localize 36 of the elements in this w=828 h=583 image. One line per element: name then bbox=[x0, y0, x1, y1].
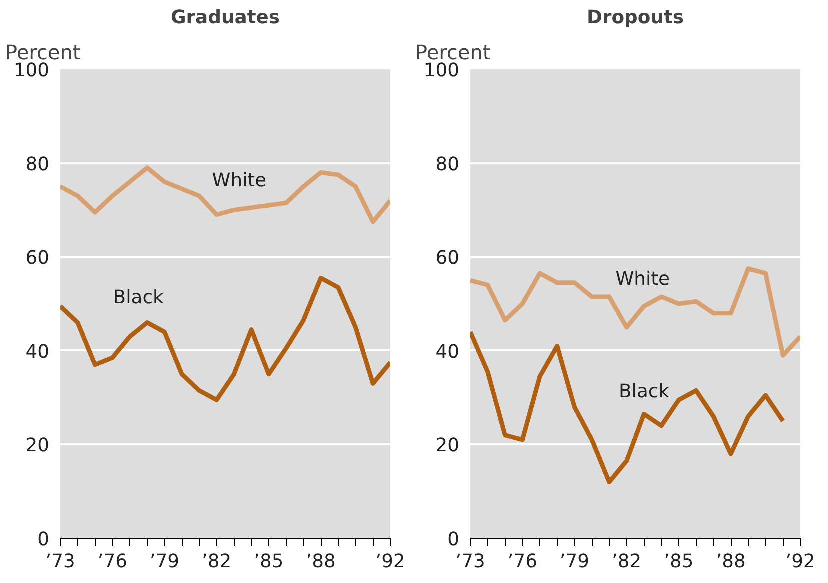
chart-title: Graduates bbox=[171, 8, 280, 28]
line-series bbox=[470, 330, 786, 484]
y-tick-label: 0 bbox=[38, 530, 50, 550]
x-tick-label: ’79 bbox=[150, 552, 180, 572]
x-tick-label: ’79 bbox=[560, 552, 590, 572]
series-label: Black bbox=[619, 381, 670, 402]
y-tick-label: 60 bbox=[436, 248, 460, 270]
x-tick-label: ’92 bbox=[786, 552, 816, 572]
x-tick-label: ’92 bbox=[376, 552, 406, 572]
series-label: Black bbox=[113, 288, 164, 309]
x-tick-label: ’82 bbox=[612, 552, 642, 572]
chart-title: Dropouts bbox=[587, 8, 684, 28]
y-tick-label: 100 bbox=[424, 60, 460, 82]
series-label: White bbox=[616, 268, 670, 290]
y-tick-label: 60 bbox=[26, 248, 50, 270]
y-tick-label: 40 bbox=[436, 342, 460, 363]
x-tick-label: ’85 bbox=[254, 552, 284, 572]
x-tick-label: ’76 bbox=[508, 552, 538, 572]
y-tick-label: 100 bbox=[14, 60, 50, 82]
y-tick-label: 20 bbox=[26, 436, 50, 457]
y-tick-label: 20 bbox=[436, 436, 460, 457]
x-tick-label: ’76 bbox=[98, 552, 128, 572]
x-tick-label: ’73 bbox=[456, 552, 486, 572]
x-tick-label: ’88 bbox=[716, 552, 746, 572]
y-tick-label: 80 bbox=[436, 154, 460, 176]
line-series bbox=[60, 166, 390, 224]
x-tick-label: ’85 bbox=[664, 552, 694, 572]
y-tick-label: 0 bbox=[448, 530, 460, 550]
x-tick-label: ’73 bbox=[46, 552, 76, 572]
line-series bbox=[60, 276, 390, 402]
x-tick-label: ’82 bbox=[202, 552, 232, 572]
x-tick-label: ’88 bbox=[306, 552, 336, 572]
series-label: White bbox=[212, 170, 267, 192]
line-series bbox=[470, 266, 800, 358]
y-tick-label: 80 bbox=[26, 154, 50, 176]
y-tick-label: 40 bbox=[26, 342, 50, 363]
